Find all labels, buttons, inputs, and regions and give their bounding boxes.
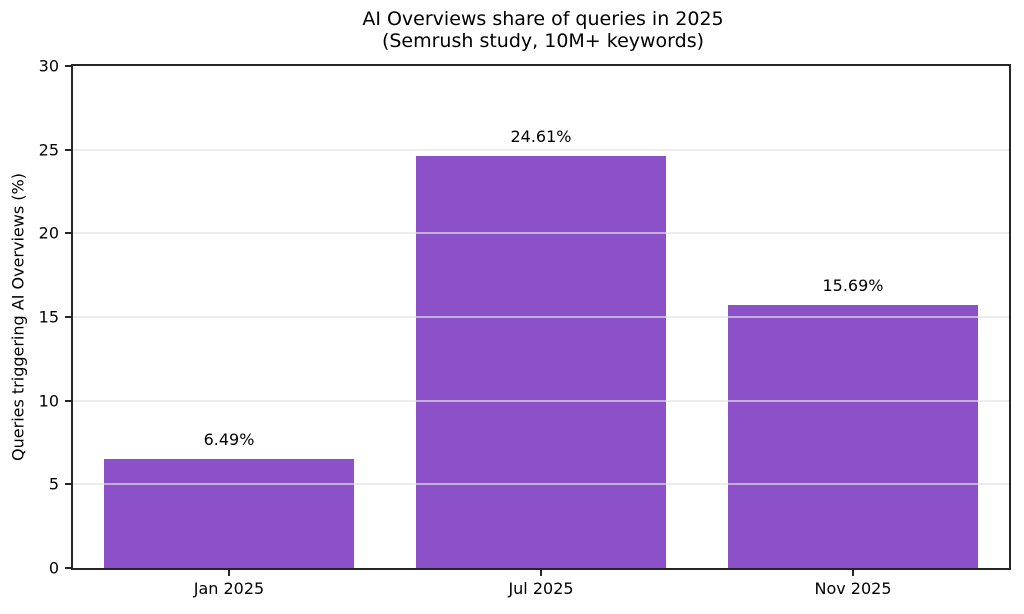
gridline: [73, 148, 1009, 151]
y-tick-mark: [65, 148, 73, 151]
plot-area: 6.49% 24.61% 15.69%: [71, 64, 1011, 570]
x-tick-mark: [852, 570, 854, 576]
y-tick-label: 15: [38, 307, 59, 327]
y-axis: 0 5 10 15 20 25 30: [0, 57, 73, 578]
gridline: [73, 399, 1009, 402]
x-tick-label: Jan 2025: [193, 579, 265, 598]
y-tick-label: 25: [38, 140, 59, 160]
bar: [728, 305, 978, 568]
bar: [104, 459, 354, 568]
y-tick-mark: [65, 65, 73, 67]
x-tick-mark: [227, 570, 230, 576]
x-axis: Jan 2025 Jul 2025 Nov 2025: [73, 570, 1009, 612]
chart-title-line2: (Semrush study, 10M+ keywords): [381, 30, 705, 52]
bar-value-label: 6.49%: [203, 430, 255, 450]
y-tick-mark: [65, 483, 73, 486]
y-tick-mark: [65, 316, 73, 318]
gridline: [73, 316, 1009, 318]
bar-group: 15.69%: [728, 66, 978, 568]
y-tick-label: 5: [48, 474, 59, 494]
bar-group: 6.49%: [104, 66, 354, 568]
y-tick-label: 20: [38, 223, 59, 243]
chart-title: AI Overviews share of queries in 2025 (S…: [73, 8, 1013, 52]
y-tick-mark: [65, 567, 73, 569]
x-tick-label: Nov 2025: [814, 579, 892, 598]
bar-group: 24.61%: [416, 66, 666, 568]
y-tick-mark: [65, 399, 73, 402]
bars-container: 6.49% 24.61% 15.69%: [73, 66, 1009, 568]
x-tick-mark: [540, 570, 542, 576]
chart-title-line1: AI Overviews share of queries in 2025: [362, 8, 724, 30]
y-tick-label: 30: [38, 56, 59, 76]
gridline: [73, 232, 1009, 235]
bar-value-label: 24.61%: [510, 127, 572, 147]
y-tick-label: 10: [38, 391, 59, 411]
bar: [416, 156, 666, 568]
y-tick-mark: [65, 232, 73, 235]
gridline: [73, 483, 1009, 486]
bar-value-label: 15.69%: [822, 276, 884, 296]
x-tick-label: Jul 2025: [508, 579, 574, 598]
y-tick-label: 0: [48, 558, 59, 578]
